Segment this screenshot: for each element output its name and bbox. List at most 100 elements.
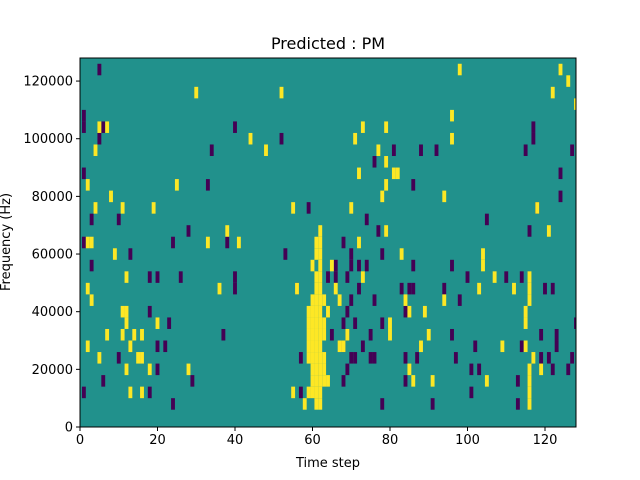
heatmap-cell-high [314,271,319,283]
heatmap-cell-low [543,282,547,295]
heatmap-cell-high [128,340,133,353]
heatmap-cell-high [314,236,319,249]
heatmap-cell-high [310,294,315,306]
heatmap-cell-high [399,248,404,260]
heatmap-cell-high [314,375,319,387]
heatmap-cell-high [306,305,311,318]
heatmap-cell-low [368,328,373,341]
heatmap-cell-low [411,179,416,191]
heatmap-cell-high [314,340,319,353]
heatmap-cell-low [147,386,152,399]
heatmap-cell-high [419,340,423,353]
heatmap-cell-high [550,86,555,99]
y-axis: 0 20000 40000 60000 80000 100000 120000 [23,75,80,436]
heatmap-cell-high [105,121,110,133]
heatmap-cell-high [318,271,323,283]
heatmap-cell-high [430,375,435,387]
heatmap-cell-low [407,282,412,295]
heatmap-cell-high [85,236,90,249]
heatmap-cell-high [527,363,532,376]
heatmap-cell-low [546,352,551,364]
heatmap-cell-high [109,190,113,203]
heatmap-cell-high [318,317,323,329]
heatmap-cell-low [205,179,210,191]
heatmap-cell-high [295,282,299,295]
heatmap-cell-high [124,363,129,376]
heatmap-cell-high [310,340,315,353]
heatmap-cell-low [155,271,160,283]
y-tick-label: 40000 [32,305,73,320]
heatmap-cell-low [97,132,102,145]
heatmap-cell-low [167,317,172,329]
heatmap-cell-high [484,375,489,387]
heatmap-cell-low [225,236,230,249]
heatmap-cell-high [391,167,396,180]
heatmap-cell-high [314,305,319,318]
heatmap-cell-low [469,363,474,376]
heatmap-cell-high [89,294,94,306]
x-tick-label: 120 [533,433,558,448]
heatmap-cell-high [322,375,327,387]
heatmap-cell-high [523,305,528,318]
heatmap-cell-high [566,75,571,87]
heatmap-cell-high [512,282,516,295]
heatmap-cell-low [116,352,121,364]
heatmap-cell-high [306,386,311,399]
heatmap-cell-high [136,352,141,364]
heatmap-cell-high [527,271,532,283]
heatmap-cell-high [85,340,90,353]
heatmap-cell-high [360,121,365,133]
heatmap-cell-high [112,248,117,260]
heatmap-cell-high [395,167,400,180]
heatmap-cell-high [140,386,144,399]
heatmap-cell-low [403,352,408,364]
heatmap-cell-high [450,109,454,122]
x-tick-label: 0 [76,433,84,448]
heatmap-cell-low [515,398,520,410]
heatmap-cell-low [457,294,462,306]
heatmap-cell-low [380,317,385,329]
heatmap-cell-high [310,259,315,272]
heatmap-cell-low [357,259,361,272]
heatmap-cell-low [539,352,544,364]
heatmap-cell-high [558,63,563,76]
heatmap-cell-high [318,294,323,306]
heatmap-cell-low [116,213,121,226]
heatmap-cell-high [314,386,319,399]
heatmap-cell-high [422,305,427,318]
heatmap-cell-high [310,305,315,318]
heatmap-cell-low [171,236,175,249]
heatmap-cell-high [318,386,323,399]
heatmap-cell-high [477,282,482,295]
heatmap-cell-low [531,121,536,133]
heatmap-cell-low [473,340,478,353]
heatmap-cell-high [411,375,416,387]
heatmap-cell-high [457,63,462,76]
x-tick-label: 80 [382,433,399,448]
heatmap-cell-low [81,121,86,133]
heatmap-cell-low [283,248,288,260]
heatmap-cell-low [519,340,524,353]
heatmap-cell-low [465,271,470,283]
heatmap-cell-high [500,340,505,353]
heatmap-cell-low [81,109,86,122]
y-axis-label: Frequency (Hz) [0,193,14,291]
heatmap-cell-high [407,363,412,376]
heatmap-cell-low [81,386,86,399]
heatmap-cell-low [554,340,559,353]
heatmap-cell-high [186,363,191,376]
heatmap-cell-low [81,167,86,180]
heatmap-cell-high [380,190,385,203]
heatmap-cell-low [341,317,346,329]
heatmap-cell-high [93,202,98,214]
heatmap-cell-low [128,248,133,260]
heatmap-cell-high [318,352,323,364]
heatmap-cell-high [310,328,315,341]
heatmap-cell-high [426,328,431,341]
heatmap-cell-low [442,282,447,295]
heatmap-cell-low [550,363,555,376]
heatmap-cell-high [450,132,454,145]
heatmap-cell-high [535,202,540,214]
heatmap-cell-high [310,363,315,376]
heatmap-cell-high [527,375,532,387]
